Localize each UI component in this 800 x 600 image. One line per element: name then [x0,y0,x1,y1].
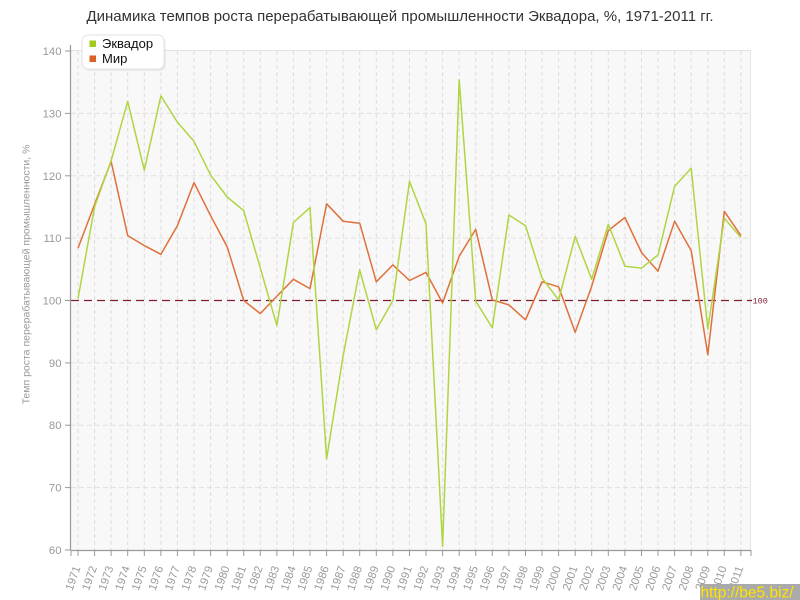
svg-text:Динамика темпов роста перераба: Динамика темпов роста перерабатывающей п… [86,8,713,25]
svg-text:100: 100 [43,296,62,308]
svg-text:Мир: Мир [102,51,127,66]
svg-text:110: 110 [43,233,61,245]
svg-text:130: 130 [43,108,62,120]
svg-text:Эквадор: Эквадор [102,36,153,51]
svg-text:140: 140 [43,46,62,58]
svg-text:100: 100 [753,297,768,307]
svg-text:120: 120 [43,171,62,183]
svg-text:80: 80 [49,420,62,432]
svg-text:90: 90 [49,358,62,370]
svg-text:http://be5.biz/: http://be5.biz/ [701,585,795,600]
svg-text:Темп роста перерабатывающей пр: Темп роста перерабатывающей промышленнос… [21,145,33,405]
svg-text:60: 60 [49,545,62,557]
svg-text:70: 70 [49,483,62,495]
